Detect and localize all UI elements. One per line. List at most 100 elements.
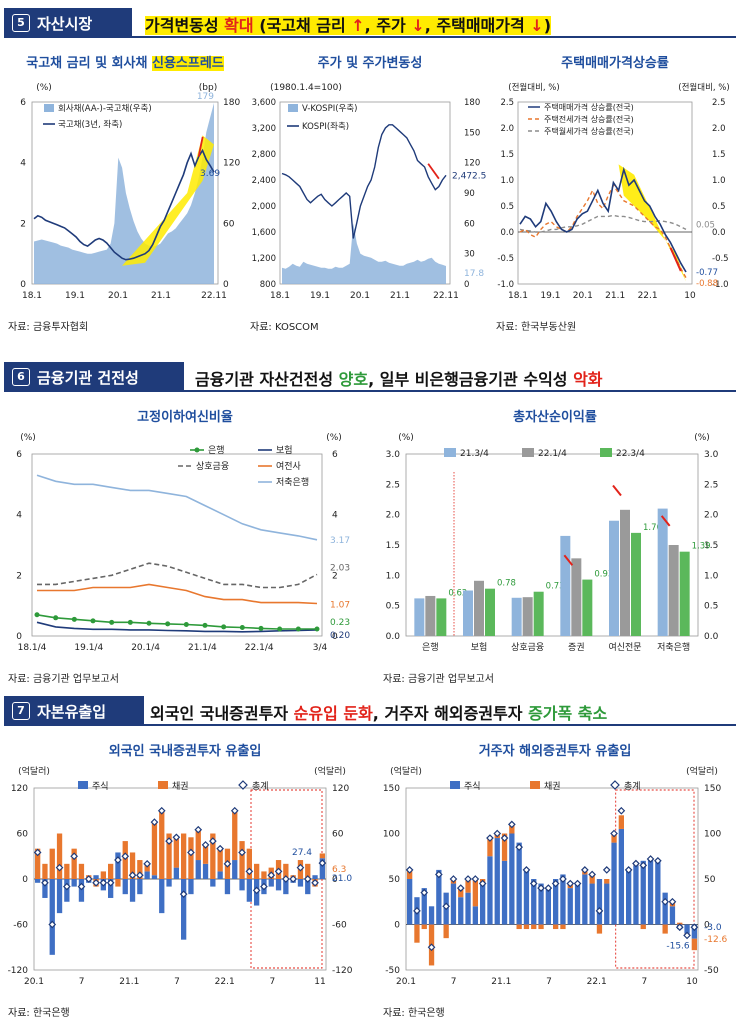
roa-bar	[631, 532, 641, 636]
resident-total-marker	[478, 879, 487, 888]
roa-value-label: 1.39	[692, 542, 711, 552]
bond-ytick-right: 60	[223, 219, 235, 229]
resident-bar	[450, 883, 457, 925]
kospi-xtick: 21.1	[390, 291, 410, 301]
kospi-ytick-right: 180	[464, 98, 480, 108]
resident-bar	[589, 883, 595, 925]
roa-value-label: 0.93	[594, 570, 613, 580]
kospi-ytick-left: 800	[260, 280, 276, 290]
section-7-title-part-1: 순유입 둔화	[293, 704, 373, 723]
foreign-bar	[159, 879, 165, 914]
foreign-total-marker	[230, 806, 239, 815]
housing-plot-frame	[517, 101, 693, 285]
foreign-xtick: 21.1	[119, 977, 139, 987]
resident-bar	[458, 888, 464, 898]
section-6-title-part-0: 금융기관 자산건전성	[195, 370, 339, 389]
npl-left-unit: (%)	[20, 433, 36, 443]
roa-ytick-right: 1.5	[704, 541, 718, 551]
resident-ytick-right: -50	[704, 966, 719, 976]
resident-bar	[560, 924, 566, 930]
resident-bar	[487, 856, 493, 925]
roa-plot-frame	[405, 453, 699, 637]
housing-red-arrow	[669, 247, 682, 272]
bond-ytick-left: 4	[20, 159, 26, 169]
roa-bar	[522, 597, 533, 636]
section-6-rule	[4, 390, 736, 392]
resident-bar	[421, 924, 427, 930]
resident-bar	[487, 838, 493, 857]
resident-total-marker	[449, 875, 458, 883]
foreign-bar	[239, 841, 245, 879]
section-6-name: 금융기관 건전성	[37, 368, 139, 387]
resident-total-marker	[624, 866, 633, 874]
foreign-source: 자료: 한국은행	[8, 1008, 70, 1019]
housing-xtick: 10	[684, 291, 696, 301]
foreign-ytick-left: 0	[22, 875, 28, 885]
foreign-total-marker	[194, 825, 203, 834]
resident-total-marker	[675, 923, 684, 932]
housing-right-unit: (전월대비, %)	[678, 82, 729, 93]
foreign-bar	[232, 810, 238, 861]
kospi-ytick-right: 120	[464, 159, 480, 169]
resident-source: 자료: 한국은행	[383, 1008, 445, 1019]
foreign-bar	[202, 844, 209, 864]
roa-xtick: 증권	[568, 641, 585, 653]
foreign-bar	[173, 837, 179, 868]
housing-ytick-right: 2.0	[712, 124, 726, 134]
resident-bar	[501, 833, 508, 861]
resident-bar	[472, 879, 478, 907]
foreign-xtick: 7	[79, 977, 85, 987]
resident-total-marker	[529, 879, 538, 888]
foreign-bar	[217, 871, 223, 879]
npl-plot-frame	[31, 453, 323, 637]
kospi-xtick: 20.1	[350, 291, 370, 301]
foreign-total-marker	[172, 833, 181, 842]
resident-bar	[640, 860, 646, 925]
foreign-total-marker	[128, 871, 137, 880]
kospi-xtick: 22.11	[433, 291, 459, 301]
foreign-total-marker	[106, 878, 115, 887]
resident-bar	[458, 897, 464, 925]
foreign-bar	[93, 875, 99, 879]
resident-bar	[407, 879, 413, 925]
foreign-bar	[232, 860, 238, 879]
roa-bar	[679, 551, 690, 636]
resident-ytick-right: 150	[704, 784, 721, 794]
npl-legend-dot	[194, 447, 200, 453]
section-6-title-part-1: 양호	[338, 370, 369, 389]
kospi-chart: (1980.1.4=100) 800 1,200 1,600 2,000 2,400 2,8…	[252, 83, 487, 301]
resident-total-marker	[544, 884, 553, 892]
foreign-bar	[129, 852, 136, 879]
foreign-bar	[49, 879, 55, 955]
foreign-total-marker	[216, 844, 224, 853]
npl-ytick-right: 4	[332, 511, 338, 521]
roa-bar	[436, 598, 447, 636]
resident-total-marker	[654, 856, 662, 865]
kospi-vkospi-area	[282, 223, 446, 284]
foreign-bar	[108, 863, 114, 879]
foreign-stock-label: 27.4	[292, 848, 312, 858]
section-6-number: 6	[12, 368, 30, 386]
bond-title-highlight: 신용스프레드	[151, 56, 224, 71]
foreign-bar	[71, 848, 77, 879]
npl-legend-2: 상호금융	[196, 461, 229, 472]
bond-red-arrow	[197, 136, 204, 157]
resident-total-marker	[610, 829, 618, 838]
resident-bar	[574, 883, 581, 925]
roa-legend-swatch-0	[444, 448, 456, 457]
resident-total-marker	[602, 866, 611, 874]
resident-bar	[662, 892, 668, 925]
resident-bar	[669, 906, 676, 925]
foreign-bar	[64, 863, 70, 879]
resident-ytick-right: 50	[704, 875, 716, 885]
roa-ytick-right: 1.0	[704, 571, 719, 581]
foreign-bar	[137, 860, 143, 879]
npl-ytick-right: 6	[332, 450, 338, 460]
housing-ytick-left: 0.5	[500, 202, 514, 212]
roa-bar	[474, 580, 484, 636]
resident-bar	[604, 879, 610, 884]
foreign-total-marker	[179, 890, 188, 899]
foreign-bar	[210, 879, 216, 887]
housing-xtick: 21.1	[605, 291, 625, 301]
resident-ytick-left: -50	[385, 966, 400, 976]
